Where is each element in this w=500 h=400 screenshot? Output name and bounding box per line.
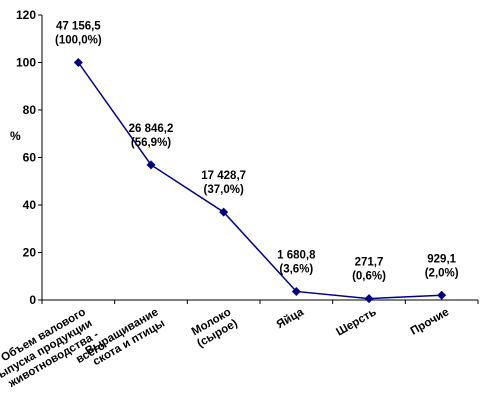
data-point-marker bbox=[437, 290, 447, 300]
data-label-line: 26 846,2 bbox=[129, 123, 174, 135]
data-point-marker bbox=[291, 286, 301, 296]
data-label-line: 1 680,8 bbox=[277, 249, 316, 261]
data-point-marker bbox=[73, 58, 83, 67]
y-tick-label: 80 bbox=[23, 103, 37, 117]
data-label: 929,1 (2,0%) bbox=[425, 253, 459, 279]
data-label-line: 271,7 bbox=[355, 257, 384, 269]
x-category-label: Шерсть bbox=[334, 306, 378, 338]
x-category-label: Прочие bbox=[409, 306, 452, 337]
data-label: 47 156,5 (100,0%) bbox=[55, 21, 102, 47]
data-label-line: (2,0%) bbox=[425, 267, 459, 279]
data-labels: 47 156,5 (100,0%) 26 846,2 (56,9%) 17 428,7 (… bbox=[55, 21, 459, 283]
series-line bbox=[77, 62, 442, 300]
x-category-label: Яйца bbox=[275, 306, 307, 331]
data-label-line: (100,0%) bbox=[55, 35, 102, 47]
axes bbox=[38, 14, 479, 304]
x-category-label: Молоко(сырое) bbox=[189, 306, 240, 350]
y-tick-label: 60 bbox=[23, 151, 37, 165]
data-label-line: (37,0%) bbox=[204, 184, 244, 196]
data-label-line: (0,6%) bbox=[352, 271, 386, 283]
x-category-label-line: Прочие bbox=[409, 306, 452, 337]
data-label-line: 17 428,7 bbox=[201, 170, 246, 182]
y-tick-label: 0 bbox=[29, 293, 36, 307]
x-category-label-line: Яйца bbox=[275, 306, 307, 331]
x-category-label-line: Шерсть bbox=[334, 306, 378, 338]
data-label: 271,7 (0,6%) bbox=[352, 257, 386, 283]
data-point-marker bbox=[146, 160, 156, 170]
data-label-line: (3,6%) bbox=[279, 263, 313, 275]
y-tick-label: 40 bbox=[23, 198, 37, 212]
y-tick-label: 120 bbox=[16, 8, 36, 22]
data-label-line: 929,1 bbox=[427, 253, 456, 265]
series bbox=[73, 58, 447, 304]
y-tick-labels: 0 20 40 60 80 100 120 bbox=[16, 8, 36, 307]
data-label: 17 428,7 (37,0%) bbox=[201, 170, 246, 196]
data-label: 26 846,2 (56,9%) bbox=[129, 123, 174, 149]
y-tick-label: 20 bbox=[23, 246, 37, 260]
data-point-marker bbox=[364, 294, 374, 304]
y-axis-title: % bbox=[10, 129, 21, 143]
x-category-labels: Объем валовоговыпуска продукцииживотново… bbox=[0, 306, 452, 391]
data-label: 1 680,8 (3,6%) bbox=[277, 249, 316, 275]
data-label-line: (56,9%) bbox=[131, 137, 171, 149]
data-point-marker bbox=[219, 207, 229, 217]
data-label-line: 47 156,5 bbox=[56, 21, 101, 33]
y-tick-label: 100 bbox=[16, 56, 36, 70]
